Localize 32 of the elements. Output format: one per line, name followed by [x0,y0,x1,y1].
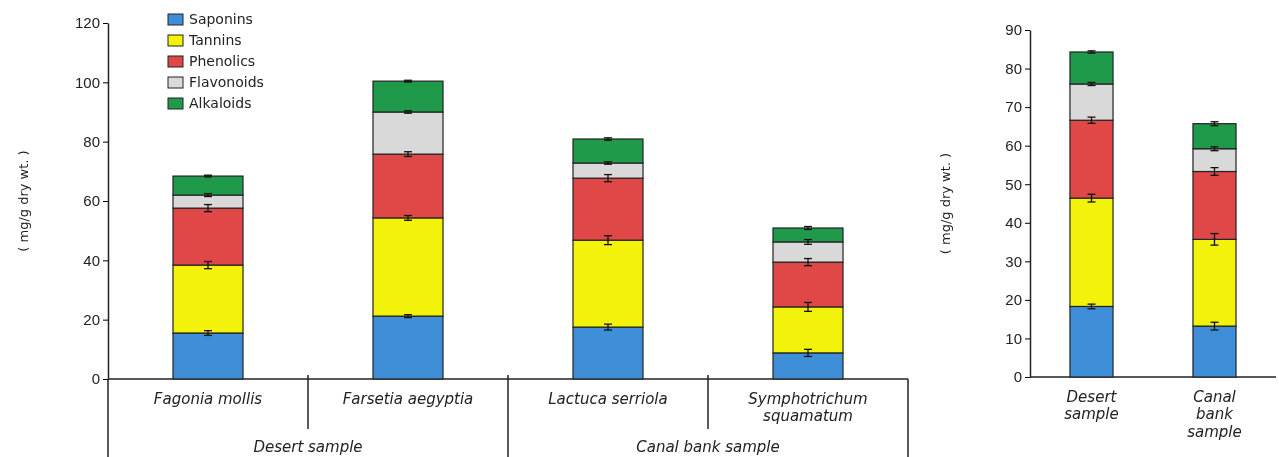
legend-label: Flavonoids [189,74,264,90]
y-tick-label: 80 [83,132,100,150]
y-axis-title: ( mg/g dry wt. ) [938,152,953,255]
x-tick-label: Desert sample [1064,388,1119,424]
y-tick-label: 20 [83,310,100,328]
y-tick-label: 0 [91,370,100,388]
x-tick-label: Lactuca serriola [548,390,668,408]
x-tick-label: Fagonia mollis [153,390,263,408]
y-tick-label: 40 [1005,214,1022,232]
text: Desert sample [253,438,363,456]
y-tick-label: 50 [1005,175,1022,193]
y-axis-title: ( mg/g dry wt. ) [16,150,31,252]
y-tick-label: 120 [74,14,100,32]
legend-label: Tannins [188,32,242,48]
x-tick-label: Farsetia aegyptia [342,390,474,408]
text: Canal bank sample [636,438,780,456]
y-tick-label: 30 [1005,252,1022,270]
legend-label: Alkaloids [189,95,252,111]
y-tick-label: 80 [1005,59,1022,77]
y-tick-label: 90 [1005,21,1022,39]
y-tick-label: 60 [83,192,100,210]
x-tick-label: Canal bank sample [1187,388,1242,441]
legend-label: Saponins [189,11,253,27]
y-tick-label: 20 [1005,291,1022,309]
y-tick-label: 0 [1013,368,1022,386]
y-tick-label: 100 [74,73,100,91]
legend-label: Phenolics [189,53,256,69]
y-tick-label: 40 [83,251,100,269]
x-tick-label: Symphotrichum squamatum [748,390,868,426]
y-tick-label: 70 [1005,98,1022,116]
y-tick-label: 60 [1005,136,1022,154]
y-tick-label: 10 [1005,329,1022,347]
